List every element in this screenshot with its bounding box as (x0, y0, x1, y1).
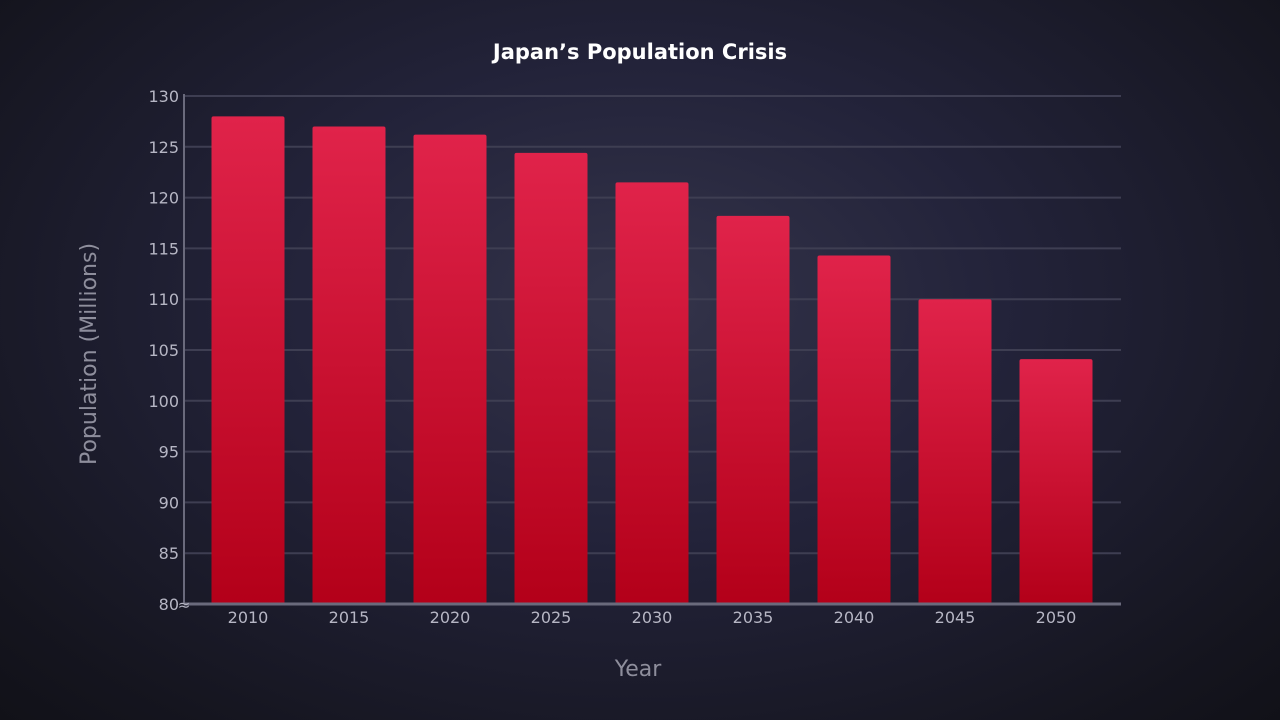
bar-2040 (817, 255, 891, 604)
y-tick-label: 105 (148, 341, 179, 360)
bar-2030 (615, 182, 689, 605)
bar-2035 (716, 215, 790, 604)
y-tick-label: 110 (148, 290, 179, 309)
y-tick-label: 80 (159, 595, 179, 614)
x-tick-labels: 2010 2015 2020 2025 2030 2035 2040 2045 2050 (228, 608, 1077, 627)
bar-2050 (1019, 359, 1093, 604)
y-tick-label: 85 (159, 544, 179, 563)
bars (211, 116, 1093, 605)
y-tick-label: 125 (148, 138, 179, 157)
x-tick-label: 2040 (834, 608, 875, 627)
x-tick-label: 2020 (430, 608, 471, 627)
bar-2020 (413, 134, 487, 604)
x-tick-label: 2030 (632, 608, 673, 627)
x-axis-label: Year (614, 657, 663, 682)
y-axis-label: Population (Millions) (77, 243, 102, 465)
y-tick-label: 115 (148, 239, 179, 258)
y-tick-label: 90 (159, 493, 179, 512)
y-tick-label: 100 (148, 392, 179, 411)
bar-2045 (918, 299, 992, 604)
bar-2025 (514, 152, 588, 604)
y-tick-labels: 80 85 90 95 100 105 110 115 120 125 130 (148, 87, 179, 614)
y-tick-label: 120 (148, 189, 179, 208)
bar-2010 (211, 116, 285, 604)
x-tick-label: 2035 (733, 608, 774, 627)
bar-2015 (312, 126, 386, 604)
axes: ≈ (178, 94, 1121, 614)
y-tick-label: 130 (148, 87, 179, 106)
x-tick-label: 2045 (935, 608, 976, 627)
y-tick-label: 95 (159, 443, 179, 462)
x-tick-label: 2050 (1036, 608, 1077, 627)
x-tick-label: 2025 (531, 608, 572, 627)
axis-break-marker: ≈ (178, 596, 191, 614)
x-tick-label: 2010 (228, 608, 269, 627)
chart-title: Japan’s Population Crisis (491, 40, 787, 64)
x-tick-label: 2015 (329, 608, 370, 627)
